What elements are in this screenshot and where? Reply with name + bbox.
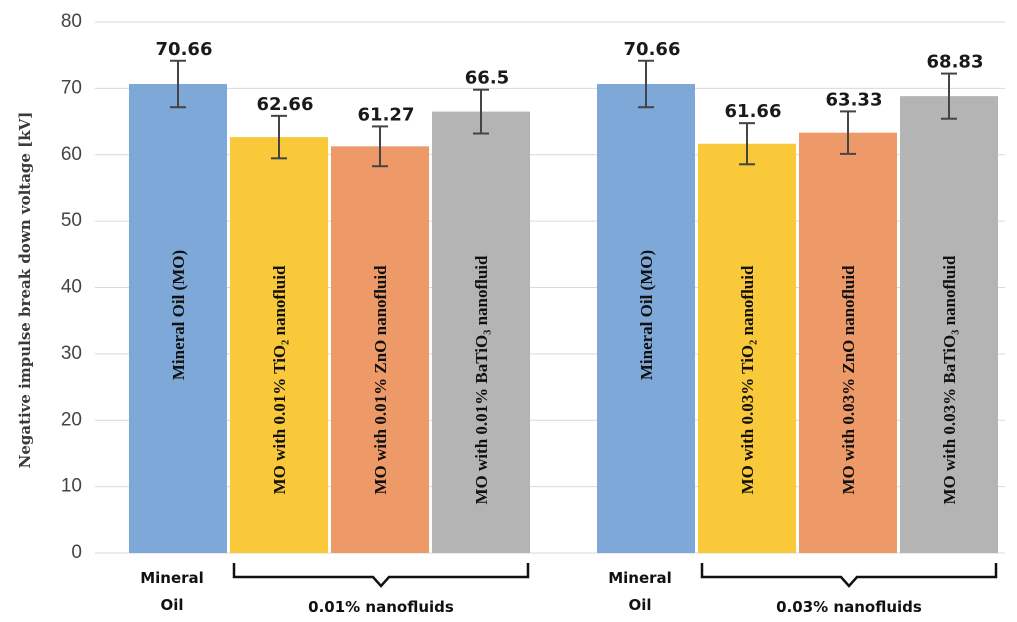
bar-label: MO with 0.03% ZnO nanofluid xyxy=(839,265,858,495)
y-tick-label: 20 xyxy=(61,409,82,430)
x-category-label: Mineral Oil xyxy=(140,569,204,614)
bar-1-1 xyxy=(698,143,796,553)
bar-0-2 xyxy=(331,146,429,553)
bars xyxy=(129,83,998,554)
value-label: 70.66 xyxy=(624,39,681,60)
bar-0-0 xyxy=(129,83,227,553)
y-tick-label: 60 xyxy=(61,144,82,165)
bar-labels: Mineral Oil (MO) MO with 0.01% TiO₂ nanof… xyxy=(169,250,959,505)
group-bracket xyxy=(700,563,998,588)
x-category-label: Mineral Oil xyxy=(608,569,672,614)
bar-1-0 xyxy=(597,83,695,553)
value-labels: 70.66 62.66 61.27 66.5 70.66 61.66 63.33 68.83 xyxy=(156,39,984,126)
value-label: 61.27 xyxy=(358,104,415,125)
value-label: 70.66 xyxy=(156,39,213,60)
y-axis-ticks: 0 10 20 30 40 50 60 70 80 xyxy=(61,11,82,563)
error-bar xyxy=(739,122,755,166)
value-label: 66.5 xyxy=(465,68,509,89)
y-tick-label: 0 xyxy=(71,542,82,563)
y-tick-label: 50 xyxy=(61,210,82,231)
bar-label: MO with 0.03% TiO₂ nanofluid xyxy=(738,265,757,494)
bar-1-3 xyxy=(900,96,998,554)
error-bar xyxy=(473,88,489,135)
error-bar xyxy=(638,59,654,109)
y-tick-label: 30 xyxy=(61,343,82,364)
error-bar xyxy=(941,72,957,120)
bar-label: MO with 0.01% TiO₂ nanofluid xyxy=(270,265,289,494)
bar-0-3 xyxy=(432,111,530,553)
value-label: 61.66 xyxy=(725,101,782,122)
error-bars xyxy=(170,59,957,168)
bar-label: MO with 0.03% BaTiO₃ nanofluid xyxy=(940,255,959,505)
y-tick-label: 40 xyxy=(61,277,82,298)
value-label: 62.66 xyxy=(257,94,314,115)
bar-1-2 xyxy=(799,132,897,553)
bar-label: Mineral Oil (MO) xyxy=(637,250,656,380)
group-bracket-label: 0.01% nanofluids xyxy=(308,598,454,616)
group-bracket-label: 0.03% nanofluids xyxy=(776,598,922,616)
error-bar xyxy=(271,114,287,160)
y-axis-label: Negative impulse break down voltage [kV] xyxy=(16,112,34,469)
value-label: 68.83 xyxy=(927,52,984,73)
value-label: 63.33 xyxy=(826,89,883,110)
bar-label: MO with 0.01% ZnO nanofluid xyxy=(371,265,390,495)
y-tick-label: 80 xyxy=(61,11,82,32)
error-bar xyxy=(170,59,186,109)
y-tick-label: 70 xyxy=(61,77,82,98)
x-axis-annotations: Mineral Oil 0.01% nanofluids Mineral Oil 0.03… xyxy=(140,563,998,616)
bar-0-1 xyxy=(230,137,328,554)
group-bracket xyxy=(232,563,530,588)
bar-label: MO with 0.01% BaTiO₃ nanofluid xyxy=(472,255,491,505)
bar-label: Mineral Oil (MO) xyxy=(169,250,188,380)
error-bar xyxy=(372,125,388,168)
error-bar xyxy=(840,110,856,155)
y-tick-label: 10 xyxy=(61,476,82,497)
